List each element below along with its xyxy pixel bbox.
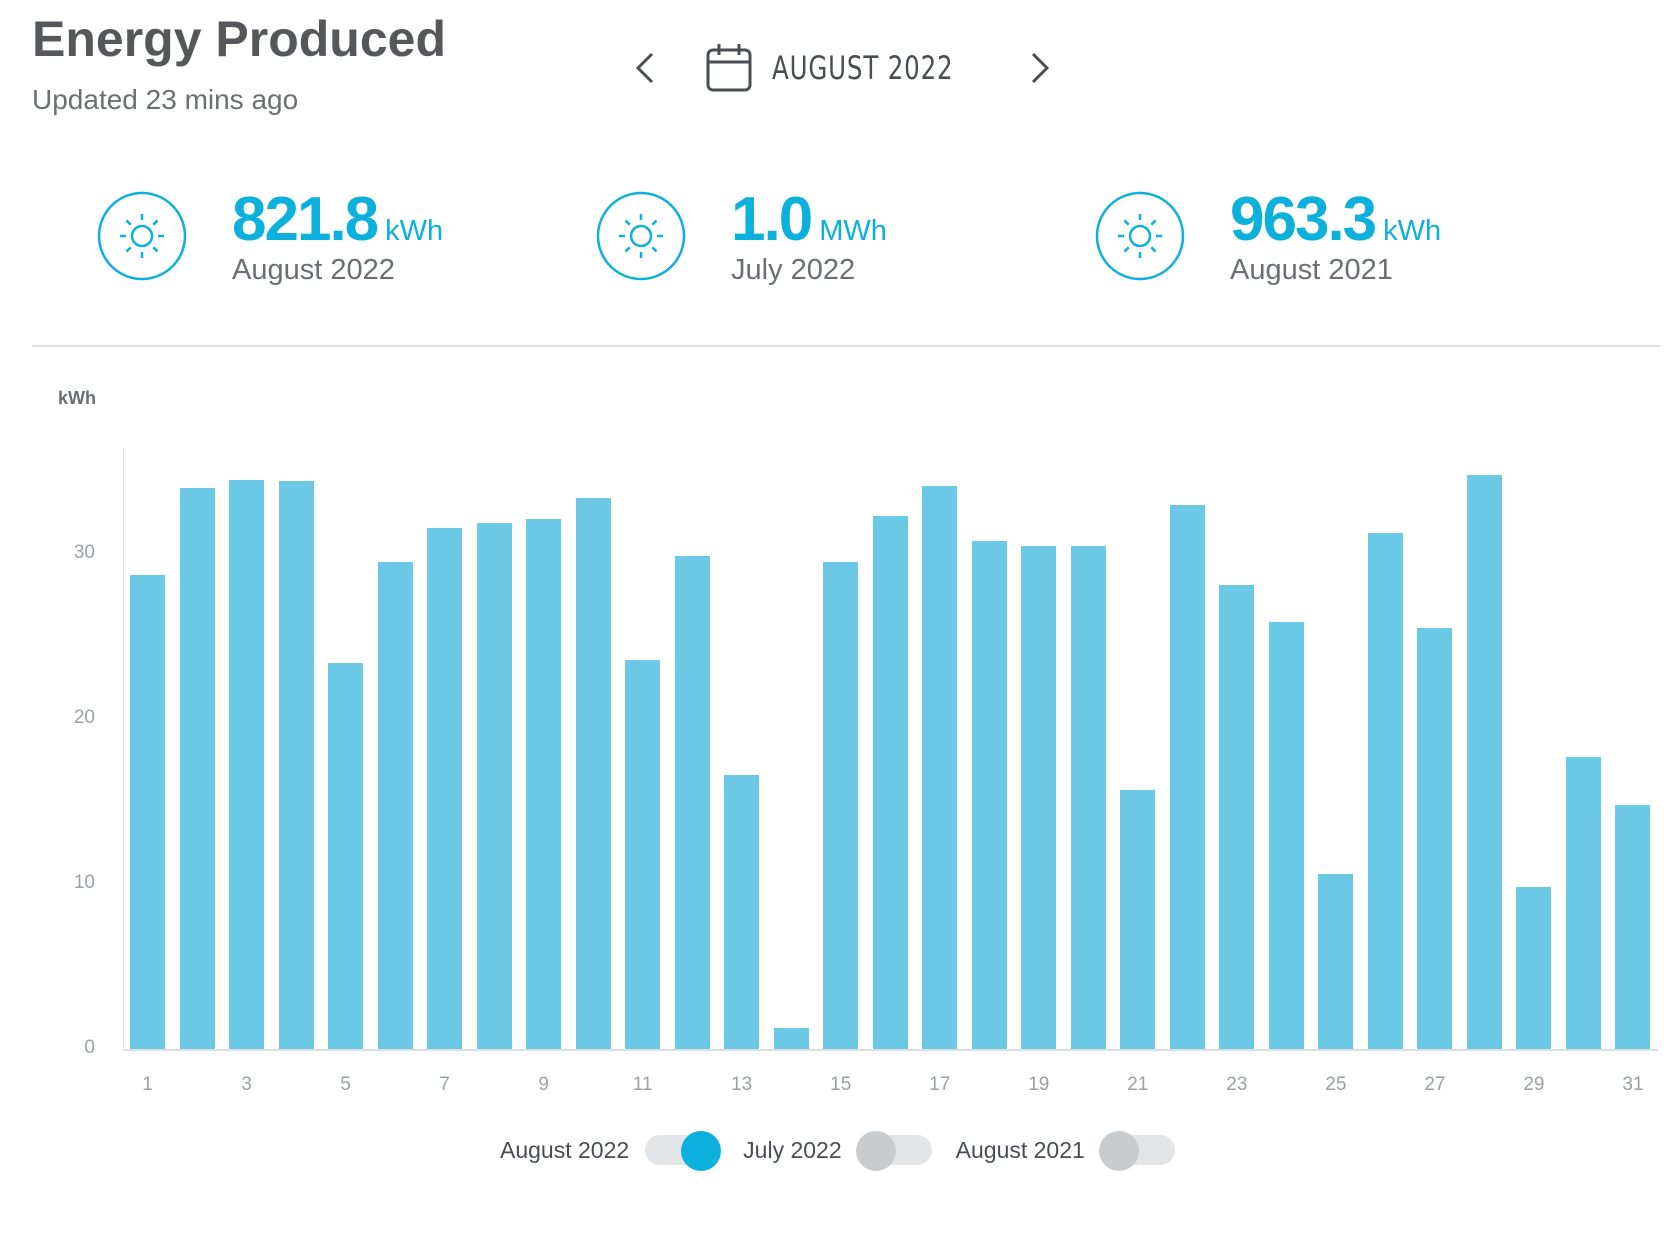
bar-day-22: [1169, 504, 1205, 1049]
y-axis-line: [123, 448, 124, 1049]
x-tick-label: 23: [1226, 1074, 1248, 1095]
bar-day-16: [872, 516, 908, 1049]
bar-day-6: [377, 562, 413, 1049]
bar-day-28: [1466, 474, 1502, 1049]
x-tick-label: 1: [142, 1074, 153, 1095]
stat-label: August 2022: [232, 254, 395, 286]
stat-card: 1.0 MWh July 2022: [595, 188, 887, 287]
stat-unit: MWh: [819, 215, 887, 247]
series-toggle[interactable]: [855, 1131, 932, 1171]
legend: August 2022 July 2022 August 2021: [500, 1131, 1199, 1171]
bar-day-29: [1516, 887, 1552, 1049]
stat-value: 1.0: [731, 185, 813, 254]
updated-status: Updated 23 mins ago: [32, 84, 299, 115]
y-tick-label: 10: [73, 872, 95, 893]
stat-card: 821.8 kWh August 2022: [96, 188, 443, 287]
current-month-label: AUGUST 2022: [772, 49, 954, 87]
x-tick-label: 5: [340, 1074, 351, 1095]
sun-icon: [1094, 190, 1186, 287]
bar-day-25: [1318, 874, 1354, 1049]
x-tick-label: 7: [439, 1074, 450, 1095]
bar-day-30: [1565, 756, 1601, 1049]
bar-day-26: [1367, 532, 1403, 1049]
bar-day-7: [427, 527, 463, 1049]
chevron-right-icon[interactable]: [1025, 48, 1055, 88]
bar-day-2: [179, 488, 215, 1049]
toggle-knob: [1098, 1131, 1139, 1171]
stat-unit: kWh: [1383, 215, 1442, 247]
sun-icon: [595, 190, 687, 287]
x-tick-label: 21: [1127, 1074, 1149, 1095]
toggle-knob: [855, 1131, 896, 1171]
bar-day-12: [674, 555, 710, 1049]
x-tick-label: 29: [1523, 1074, 1545, 1095]
x-tick-label: 9: [538, 1074, 549, 1095]
stat-value: 963.3: [1230, 185, 1377, 254]
stat-unit: kWh: [385, 215, 444, 247]
legend-label: July 2022: [743, 1136, 842, 1163]
x-tick-label: 31: [1622, 1074, 1644, 1095]
bar-day-21: [1120, 789, 1156, 1049]
y-tick-label: 20: [73, 707, 95, 728]
divider: [32, 345, 1660, 347]
legend-label: August 2021: [955, 1136, 1085, 1163]
x-tick-label: 25: [1325, 1074, 1347, 1095]
bar-day-24: [1268, 621, 1304, 1049]
stat-card: 963.3 kWh August 2021: [1094, 188, 1441, 287]
bar-day-17: [922, 486, 958, 1049]
series-toggle[interactable]: [645, 1131, 722, 1171]
sun-icon: [96, 190, 188, 287]
y-tick-label: 0: [84, 1037, 95, 1058]
x-tick-label: 13: [731, 1074, 753, 1095]
x-tick-label: 3: [241, 1074, 252, 1095]
bar-day-18: [971, 540, 1007, 1049]
x-tick-label: 27: [1424, 1074, 1446, 1095]
bar-day-31: [1615, 804, 1651, 1049]
y-axis-label: kWh: [58, 388, 96, 408]
bar-day-9: [526, 519, 562, 1049]
bar-day-13: [724, 775, 760, 1049]
month-navigator: AUGUST 2022: [630, 40, 1055, 96]
chevron-left-icon[interactable]: [630, 48, 660, 88]
bar-day-14: [773, 1027, 809, 1049]
page-title: Energy Produced: [32, 11, 446, 67]
x-axis-line: [123, 1049, 1658, 1051]
series-toggle[interactable]: [1098, 1131, 1175, 1171]
bar-day-1: [130, 575, 165, 1049]
bar-day-10: [575, 497, 611, 1049]
stat-value: 821.8: [232, 185, 379, 254]
stat-label: July 2022: [731, 254, 856, 286]
bar-day-8: [476, 522, 512, 1049]
x-tick-label: 19: [1028, 1074, 1050, 1095]
legend-label: August 2022: [500, 1136, 630, 1163]
stat-label: August 2021: [1230, 254, 1393, 286]
bar-day-11: [625, 659, 661, 1049]
bar-day-4: [278, 481, 314, 1049]
y-tick-label: 30: [73, 542, 95, 563]
bar-day-15: [823, 562, 859, 1049]
bar-day-20: [1070, 545, 1106, 1049]
x-tick-label: 17: [929, 1074, 951, 1095]
bar-day-3: [229, 479, 265, 1049]
bar-day-19: [1021, 545, 1057, 1049]
x-tick-label: 11: [632, 1074, 653, 1095]
calendar-icon[interactable]: [704, 42, 754, 94]
x-tick-label: 15: [830, 1074, 852, 1095]
bar-day-27: [1417, 628, 1453, 1049]
bar-day-23: [1219, 585, 1255, 1049]
toggle-knob: [681, 1131, 722, 1171]
bar-day-5: [328, 662, 364, 1049]
